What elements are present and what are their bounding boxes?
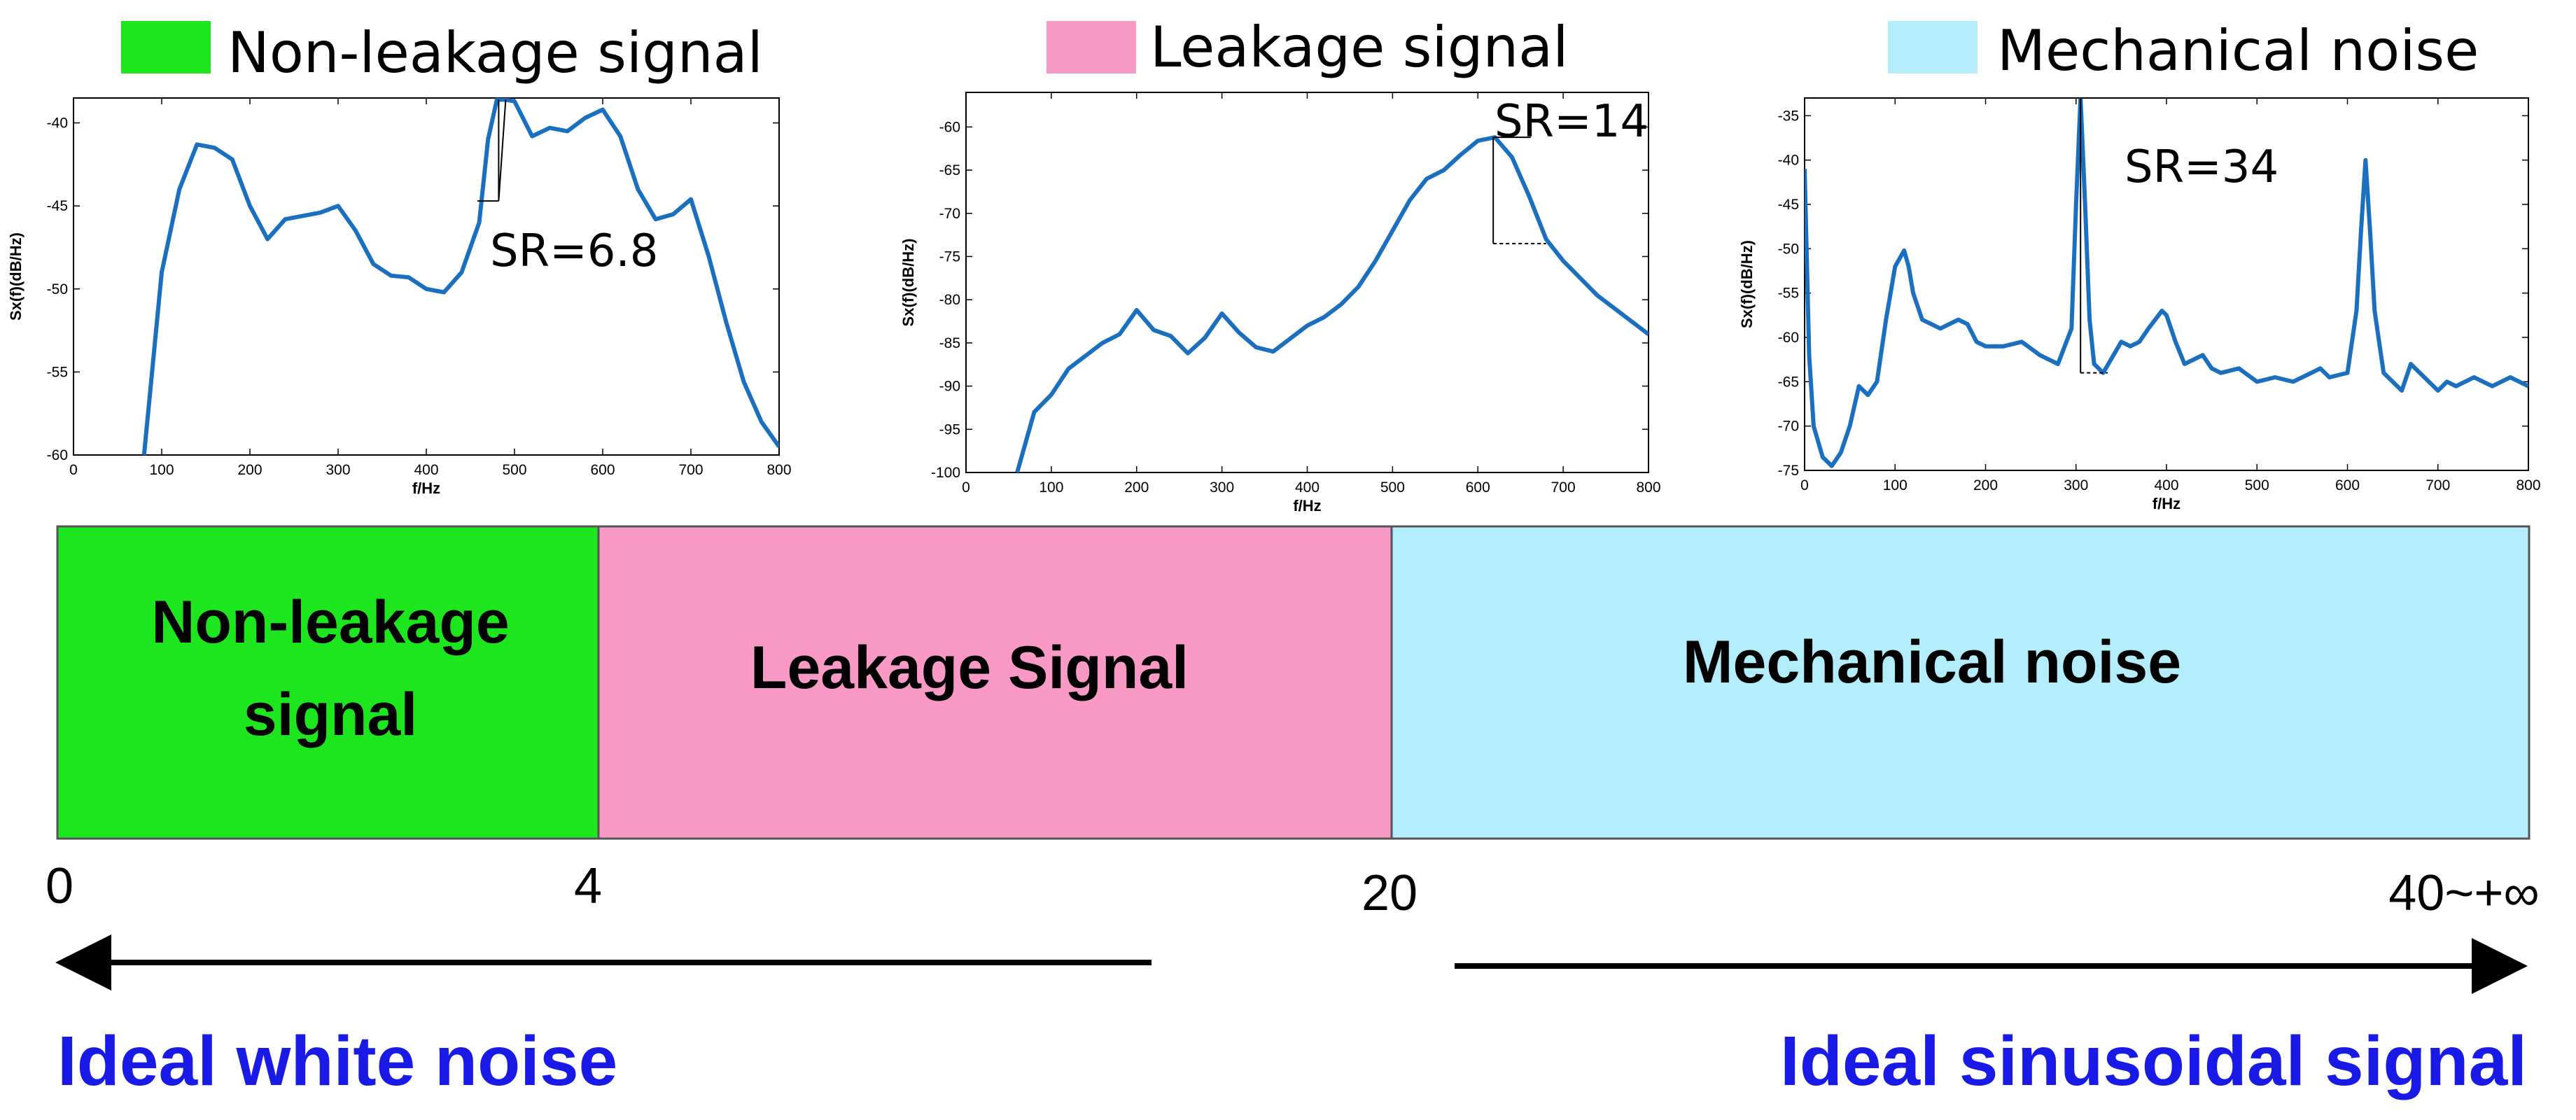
y-tick-label: -60 bbox=[939, 119, 960, 135]
y-axis-label: Sx(f)(dB/Hz) bbox=[1738, 240, 1756, 328]
x-tick-label: 500 bbox=[1380, 479, 1405, 496]
y-tick-label: -55 bbox=[47, 364, 68, 380]
sr-marker-line bbox=[498, 99, 507, 202]
y-tick-label: -40 bbox=[1778, 153, 1799, 169]
plot-frame bbox=[965, 92, 1649, 473]
scale-label-0: 0 bbox=[46, 858, 74, 914]
x-tick-label: 700 bbox=[678, 462, 703, 478]
y-tick-label: -45 bbox=[47, 198, 68, 214]
band-mechanical bbox=[1390, 525, 2530, 840]
y-tick-label: -40 bbox=[47, 115, 68, 132]
x-tick-label: 0 bbox=[69, 462, 78, 478]
x-axis-label: f/Hz bbox=[412, 479, 440, 497]
legend-label-mechanical: Mechanical noise bbox=[1997, 18, 2479, 83]
y-tick-label: -85 bbox=[939, 335, 960, 351]
x-tick-label: 100 bbox=[149, 462, 174, 478]
legend-non-leakage: Non-leakage signal bbox=[121, 20, 763, 85]
spectrum-line bbox=[141, 98, 779, 455]
band-label-non-leakage-2: signal bbox=[244, 681, 418, 748]
sr-annotation: SR=34 bbox=[2124, 141, 2278, 193]
x-tick-label: 800 bbox=[2516, 477, 2540, 493]
spectrum-chart-non-leakage: 0 100 200 300 400 500 600 700 800 -60 -55 -50 -45 -40… bbox=[7, 97, 792, 497]
x-tick-label: 0 bbox=[962, 479, 970, 496]
x-tick-label: 800 bbox=[766, 462, 791, 478]
x-tick-label: 100 bbox=[1039, 479, 1063, 496]
x-tick-label: 200 bbox=[237, 462, 262, 478]
plot-frame bbox=[1804, 97, 2529, 471]
y-tick-label: -70 bbox=[939, 206, 960, 222]
legend-swatch-leakage bbox=[1046, 21, 1136, 74]
y-tick-label: -55 bbox=[1778, 286, 1799, 302]
scale-label-20: 20 bbox=[1362, 865, 1418, 921]
band-bar: Non-leakage signal Leakage Signal Mechan… bbox=[56, 525, 2530, 840]
plot-frame bbox=[73, 97, 780, 456]
x-tick-label: 600 bbox=[1466, 479, 1490, 496]
y-tick-label: -65 bbox=[1778, 374, 1799, 390]
x-tick-label: 300 bbox=[2064, 477, 2088, 493]
y-tick-label: -95 bbox=[939, 421, 960, 438]
x-axis-label: f/Hz bbox=[1293, 497, 1321, 514]
spectrum-line bbox=[1805, 98, 2528, 468]
x-tick-label: 500 bbox=[502, 462, 526, 478]
legend-swatch-non-leakage bbox=[121, 21, 211, 74]
x-tick-label: 700 bbox=[1551, 479, 1576, 496]
y-axis-label: Sx(f)(dB/Hz) bbox=[899, 239, 917, 327]
x-tick-label: 800 bbox=[1636, 479, 1660, 496]
legend-label-leakage: Leakage signal bbox=[1150, 15, 1568, 80]
legend-leakage: Leakage signal bbox=[1046, 15, 1568, 80]
y-tick-label: -50 bbox=[1778, 241, 1799, 257]
y-tick-label: -35 bbox=[1778, 108, 1799, 124]
y-tick-label: -100 bbox=[931, 465, 960, 481]
sr-annotation: SR=6.8 bbox=[490, 225, 659, 277]
y-tick-label: -70 bbox=[1778, 419, 1799, 435]
y-axis-label: Sx(f)(dB/Hz) bbox=[7, 232, 24, 321]
spectrum-line bbox=[1015, 135, 1648, 472]
band-leakage bbox=[597, 525, 1393, 840]
spectrum-chart-mechanical: 0 100 200 300 400 500 600 700 800 -75 -70 -65 -60 -55… bbox=[1738, 97, 2541, 512]
x-tick-label: 300 bbox=[326, 462, 350, 478]
ideal-sinusoidal-label: Ideal sinusoidal signal bbox=[1780, 1022, 2527, 1100]
y-tick-label: -90 bbox=[939, 379, 960, 395]
y-tick-label: -60 bbox=[47, 447, 68, 463]
ideal-white-noise-label: Ideal white noise bbox=[57, 1022, 617, 1100]
legend-mechanical: Mechanical noise bbox=[1888, 18, 2479, 83]
y-tick-label: -80 bbox=[939, 292, 960, 308]
band-label-non-leakage-1: Non-leakage bbox=[151, 589, 509, 656]
legend-swatch-mechanical bbox=[1888, 21, 1977, 74]
x-tick-label: 0 bbox=[1800, 477, 1809, 493]
x-tick-label: 600 bbox=[590, 462, 615, 478]
legend-label-non-leakage: Non-leakage signal bbox=[227, 20, 763, 85]
spectrum-chart-leakage: 0 100 200 300 400 500 600 700 800 -100 -95 -90 -85 -8… bbox=[899, 92, 1661, 514]
scale-labels: 0 4 20 40~+∞ bbox=[46, 858, 2540, 921]
x-tick-label: 200 bbox=[1973, 477, 1998, 493]
x-tick-label: 700 bbox=[2426, 477, 2450, 493]
x-tick-label: 100 bbox=[1883, 477, 1907, 493]
x-tick-label: 400 bbox=[2154, 477, 2178, 493]
band-label-mechanical: Mechanical noise bbox=[1683, 629, 2181, 696]
x-tick-label: 600 bbox=[2335, 477, 2360, 493]
y-tick-label: -50 bbox=[47, 281, 68, 298]
x-axis-label: f/Hz bbox=[2152, 495, 2180, 512]
y-tick-label: -60 bbox=[1778, 330, 1799, 346]
sr-annotation: SR=14 bbox=[1494, 96, 1648, 148]
y-tick-label: -75 bbox=[939, 248, 960, 265]
x-tick-label: 400 bbox=[1295, 479, 1320, 496]
band-non-leakage bbox=[56, 525, 600, 840]
y-tick-label: -65 bbox=[939, 162, 960, 178]
y-tick-label: -75 bbox=[1778, 463, 1799, 479]
scale-label-4: 4 bbox=[574, 858, 602, 914]
x-tick-label: 200 bbox=[1124, 479, 1149, 496]
x-tick-label: 300 bbox=[1210, 479, 1234, 496]
scale-label-40-inf: 40~+∞ bbox=[2388, 865, 2540, 921]
x-tick-label: 400 bbox=[414, 462, 438, 478]
y-tick-label: -45 bbox=[1778, 197, 1799, 213]
band-label-leakage: Leakage Signal bbox=[750, 634, 1189, 701]
x-tick-label: 500 bbox=[2245, 477, 2269, 493]
